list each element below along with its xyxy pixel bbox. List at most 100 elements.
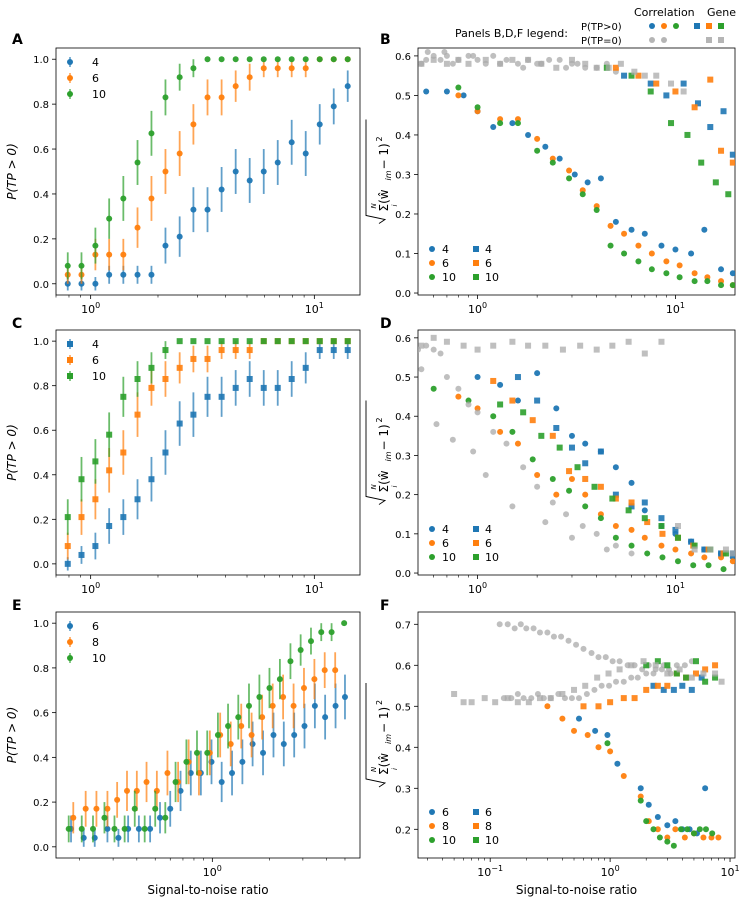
tick-base: 10 [468,583,482,596]
data-point-square [571,686,578,693]
y-axis-formula: Σ(ŵ [377,753,391,775]
data-point-circle [664,834,671,841]
data-point-circle [582,491,589,498]
series-corr-10 [604,740,716,849]
data-point-circle [430,385,437,392]
data-point-square [631,695,638,702]
data-point-circle [672,246,679,253]
tick-base: 10 [468,303,482,316]
data-point-circle [691,270,698,277]
data-point-circle [579,191,586,198]
data-point-circle [311,676,318,683]
data-point-circle [332,667,339,674]
data-point-square [162,449,169,456]
data-point-circle [612,464,619,471]
data-point-circle [656,834,663,841]
data-point-circle [663,258,670,265]
data-point-square [698,159,705,166]
legend-gene-marker [473,274,479,280]
data-point-circle [321,667,328,674]
data-point-circle [115,834,122,841]
data-point-circle [455,393,462,400]
data-point-square [559,691,566,697]
data-point-square [176,364,183,371]
data-point-circle [676,274,683,281]
legend-gene-marker [473,837,479,843]
data-point-square [674,534,681,541]
data-point-circle [607,242,614,249]
tick-exponent: 1 [319,301,324,310]
data-point-circle [690,830,697,837]
data-point-circle [621,250,628,257]
data-point-square [729,550,735,557]
data-point-circle [641,534,648,541]
data-point-circle [517,621,524,628]
data-point-square [676,666,683,673]
data-point-square [162,376,169,382]
legend-correlation-title: Correlation [634,6,695,19]
data-point-circle [511,625,518,632]
data-point-circle [260,56,267,63]
data-point-square [204,393,211,400]
data-point-circle [280,740,287,747]
data-point-circle [238,723,245,730]
series-gene-4 [621,72,735,158]
series-gene-10 [643,658,719,685]
data-point-circle [635,258,642,265]
data-point-circle [490,52,497,59]
data-point-square [443,338,450,345]
plot-area [451,621,725,849]
tick-base: 10 [601,866,615,879]
data-point-square [120,514,127,521]
y-axis-label: Σ(ŵ im− 1) 2 N i [365,119,399,224]
y-tick-label: 0.2 [33,798,49,809]
data-point-circle [470,52,477,59]
data-point-circle [177,787,184,794]
data-point-circle [553,405,560,412]
legend-label: 10 [92,88,106,101]
data-point-square [718,147,725,154]
data-point-square [668,80,675,87]
data-point-circle [341,620,348,627]
data-point-circle [563,64,570,71]
data-point-circle [690,562,697,569]
data-point-square [316,338,323,345]
plot-area [64,56,351,291]
x-tick-label: 100 [601,864,620,879]
data-point-circle [565,637,572,644]
data-point-circle [311,702,318,709]
data-point-circle [720,566,727,573]
data-point-square [162,347,169,354]
tick-exponent: −1 [491,864,503,873]
data-point-square [176,420,183,427]
data-point-circle [672,546,679,553]
data-point-circle [134,159,141,166]
data-point-square [616,666,623,673]
data-point-square [692,670,699,677]
legend-marker [67,341,73,347]
data-point-circle [523,625,530,632]
data-point-square [691,546,698,553]
data-point-circle [157,814,164,821]
data-point-square [652,662,659,669]
data-point-circle [691,278,698,285]
y-axis-upper-limit: N [370,203,378,209]
data-point-circle [628,526,635,533]
data-point-circle [568,475,575,482]
data-point-circle [582,503,589,510]
data-point-circle [718,266,725,273]
data-point-square [218,347,225,354]
data-point-circle [104,825,111,832]
data-point-circle [307,638,314,645]
shared-legend-header: Panels B,D,F legend: Correlation Gene P(… [455,6,736,47]
data-point-square [643,686,650,693]
data-point-circle [465,52,472,59]
data-point-circle [430,346,437,353]
x-tick-label: 101 [720,864,739,879]
data-point-circle [584,732,591,738]
data-point-square [134,376,141,382]
data-point-circle [89,825,96,832]
data-point-circle [663,270,670,277]
